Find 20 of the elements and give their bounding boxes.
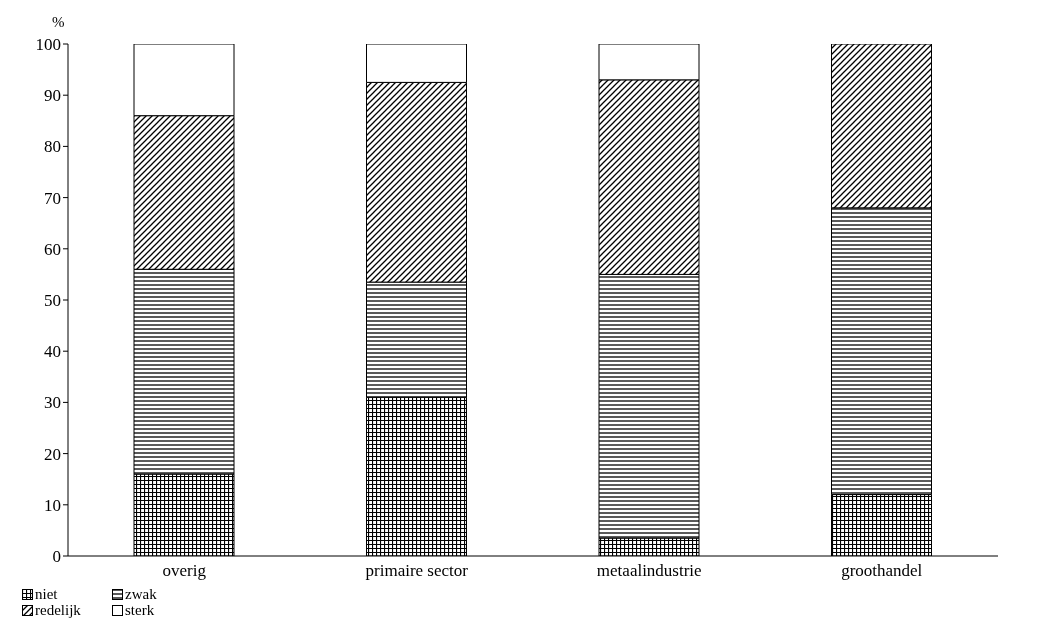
x-tick-label: primaire sector	[365, 561, 469, 581]
y-axis-title: %	[52, 13, 65, 30]
legend-label: redelijk	[35, 602, 81, 618]
y-tick-label: 0	[52, 547, 61, 567]
y-tick-label: 100	[35, 35, 61, 55]
legend-label: sterk	[125, 602, 155, 618]
y-tick-label: 20	[44, 444, 61, 464]
legend-label: zwak	[125, 586, 157, 602]
y-tick-label: 70	[44, 188, 61, 208]
y-tick-label: 50	[44, 291, 61, 311]
y-tick-label: 80	[44, 137, 61, 157]
x-tick-label: metaalindustrie	[596, 561, 702, 581]
legend-label: niet	[35, 586, 58, 602]
y-tick-label: 90	[44, 86, 61, 106]
x-tick-label: groothandel	[841, 561, 923, 581]
y-tick-label: 10	[44, 495, 61, 515]
y-tick-label: 60	[44, 239, 61, 259]
y-tick-label: 30	[44, 393, 61, 413]
x-tick-label: overig	[162, 561, 207, 581]
y-tick-label: 40	[44, 342, 61, 362]
